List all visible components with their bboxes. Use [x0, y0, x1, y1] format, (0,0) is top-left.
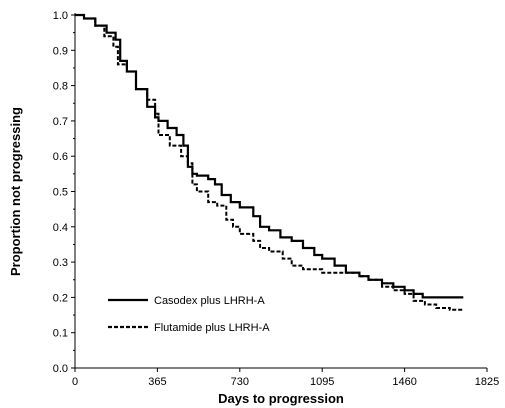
y-ticks: 0.0 0.1 0.2 0.3 0.4 0.5 0.6 0.7 0.8 0.9 1.0	[53, 10, 75, 375]
x-tick-label: 0	[72, 376, 78, 388]
y-tick-label: 1.0	[53, 10, 68, 22]
y-tick-label: 0.6	[53, 151, 68, 163]
y-tick-label: 0.4	[53, 222, 68, 234]
x-tick-label: 1460	[392, 376, 416, 388]
y-tick-label: 0.5	[53, 187, 68, 199]
y-axis-title: Proportion not progressing	[8, 107, 23, 276]
legend-label-casodex: Casodex plus LHRH-A	[154, 295, 265, 307]
y-tick-label: 0.2	[53, 292, 68, 304]
y-tick-label: 0.3	[53, 257, 68, 269]
x-ticks: 0 365 730 1095 1460 1825	[72, 368, 499, 388]
y-tick-label: 0.9	[53, 45, 68, 57]
series-lines	[75, 13, 464, 311]
x-tick-label: 730	[231, 376, 249, 388]
series-line-flutamide	[75, 14, 464, 311]
legend: Casodex plus LHRH-A Flutamide plus LHRH-A	[108, 295, 270, 334]
axes	[74, 13, 487, 369]
x-tick-label: 1095	[310, 376, 334, 388]
legend-label-flutamide: Flutamide plus LHRH-A	[154, 322, 270, 334]
x-tick-label: 1825	[475, 376, 499, 388]
y-tick-label: 0.8	[53, 81, 68, 93]
x-axis-title: Days to progression	[218, 391, 344, 406]
series-line-casodex	[75, 13, 464, 299]
y-tick-label: 0.1	[53, 328, 68, 340]
y-tick-label: 0.0	[53, 363, 68, 375]
y-tick-label: 0.7	[53, 116, 68, 128]
x-tick-label: 365	[148, 376, 166, 388]
